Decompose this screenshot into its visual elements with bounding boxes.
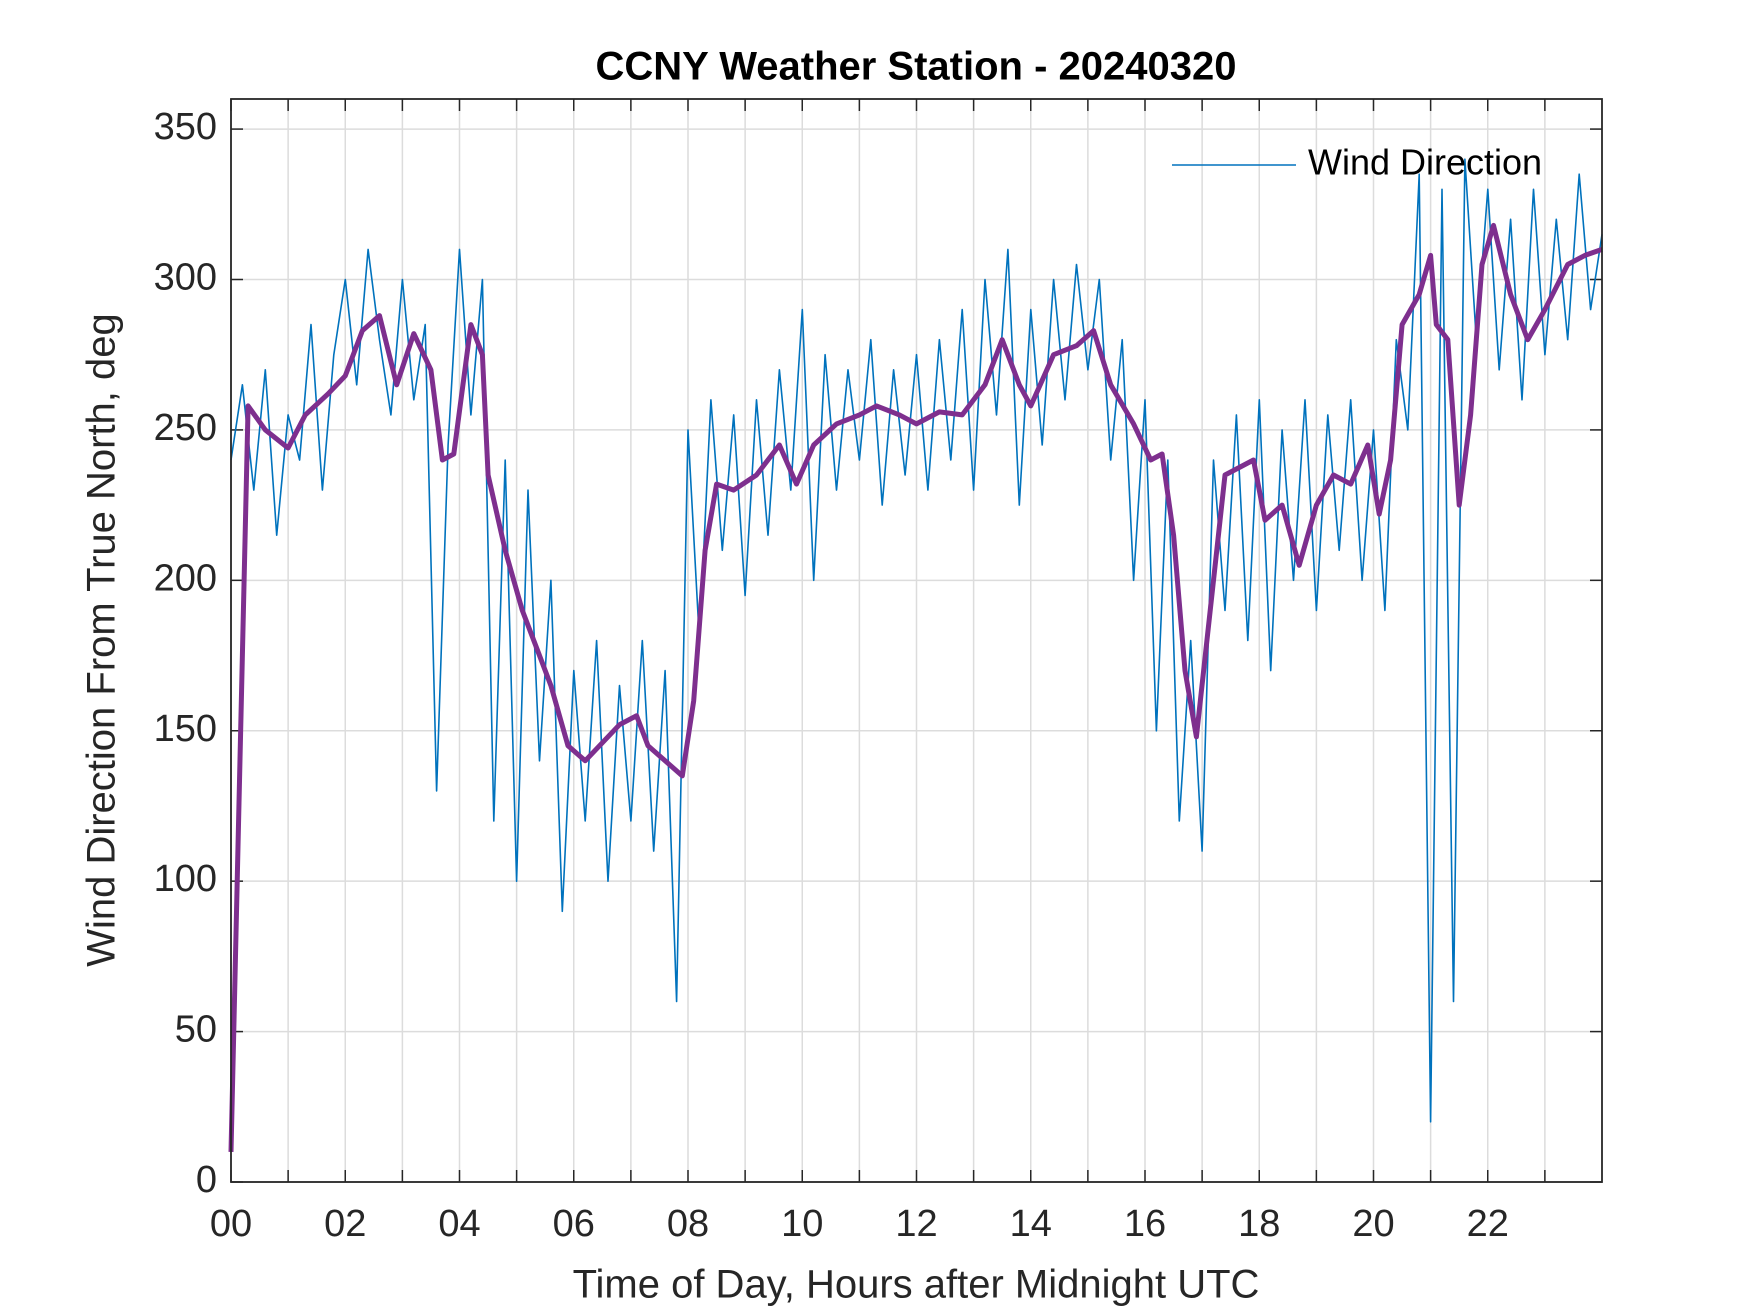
x-axis-label: Time of Day, Hours after Midnight UTC [573,1263,1260,1307]
x-tick-label: 16 [1124,1203,1166,1245]
y-tick-label: 350 [154,106,217,148]
y-tick-label: 100 [154,858,217,900]
y-tick-label: 0 [196,1159,217,1201]
x-tick-label: 14 [1010,1203,1052,1245]
y-tick-label: 250 [154,407,217,449]
x-tick-label: 02 [324,1203,366,1245]
x-tick-label: 04 [438,1203,480,1245]
x-tick-label: 00 [210,1203,252,1245]
x-tick-label: 20 [1352,1203,1394,1245]
x-tick-label: 10 [781,1203,823,1245]
y-axis-label: Wind Direction From True North, deg [80,313,124,967]
data-line [228,222,1603,1152]
y-tick-label: 150 [154,708,217,750]
x-tick-label: 18 [1238,1203,1280,1245]
chart-title: CCNY Weather Station - 20240320 [596,45,1237,89]
x-tick-label: 06 [553,1203,595,1245]
x-tick-label: 22 [1467,1203,1509,1245]
axes-box [230,98,1603,1183]
ticks [230,99,1602,1183]
y-tick-label: 50 [175,1009,217,1051]
x-tick-label: 08 [667,1203,709,1245]
legend-label: Wind Direction [1308,142,1542,183]
y-tick-label: 200 [154,557,217,599]
data-line [230,158,1603,1123]
x-tick-label: 12 [895,1203,937,1245]
y-tick-label: 300 [154,257,217,299]
